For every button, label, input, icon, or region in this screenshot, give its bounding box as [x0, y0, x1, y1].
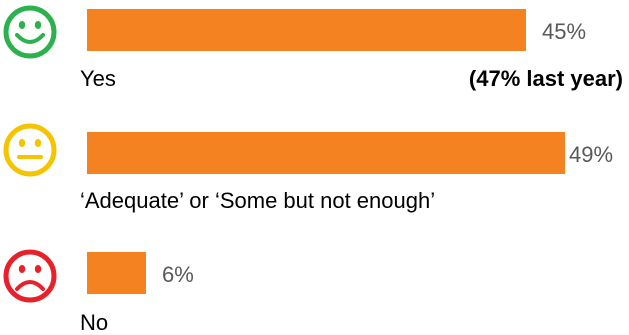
bar-adequate	[87, 132, 565, 174]
chart-row-adequate: 49% ‘Adequate’ or ‘Some but not enough’	[0, 118, 629, 218]
category-label-yes: Yes	[80, 66, 116, 91]
category-label-no: No	[80, 310, 109, 335]
chart-row-yes: 45% Yes (47% last year)	[0, 0, 629, 100]
category-label-adequate: ‘Adequate’ or ‘Some but not enough’	[80, 188, 436, 213]
data-label-no: 6%	[162, 262, 194, 287]
bar-yes	[87, 9, 526, 51]
chart-row-no: 6% No	[0, 234, 629, 334]
sad-face-icon	[3, 249, 57, 303]
data-label-yes: 45%	[542, 19, 587, 44]
data-label-adequate: 49%	[569, 142, 614, 167]
last-year-annotation: (47% last year)	[468, 66, 623, 91]
happy-face-icon	[3, 5, 57, 59]
neutral-face-icon	[3, 123, 57, 177]
bar-no	[87, 252, 146, 294]
